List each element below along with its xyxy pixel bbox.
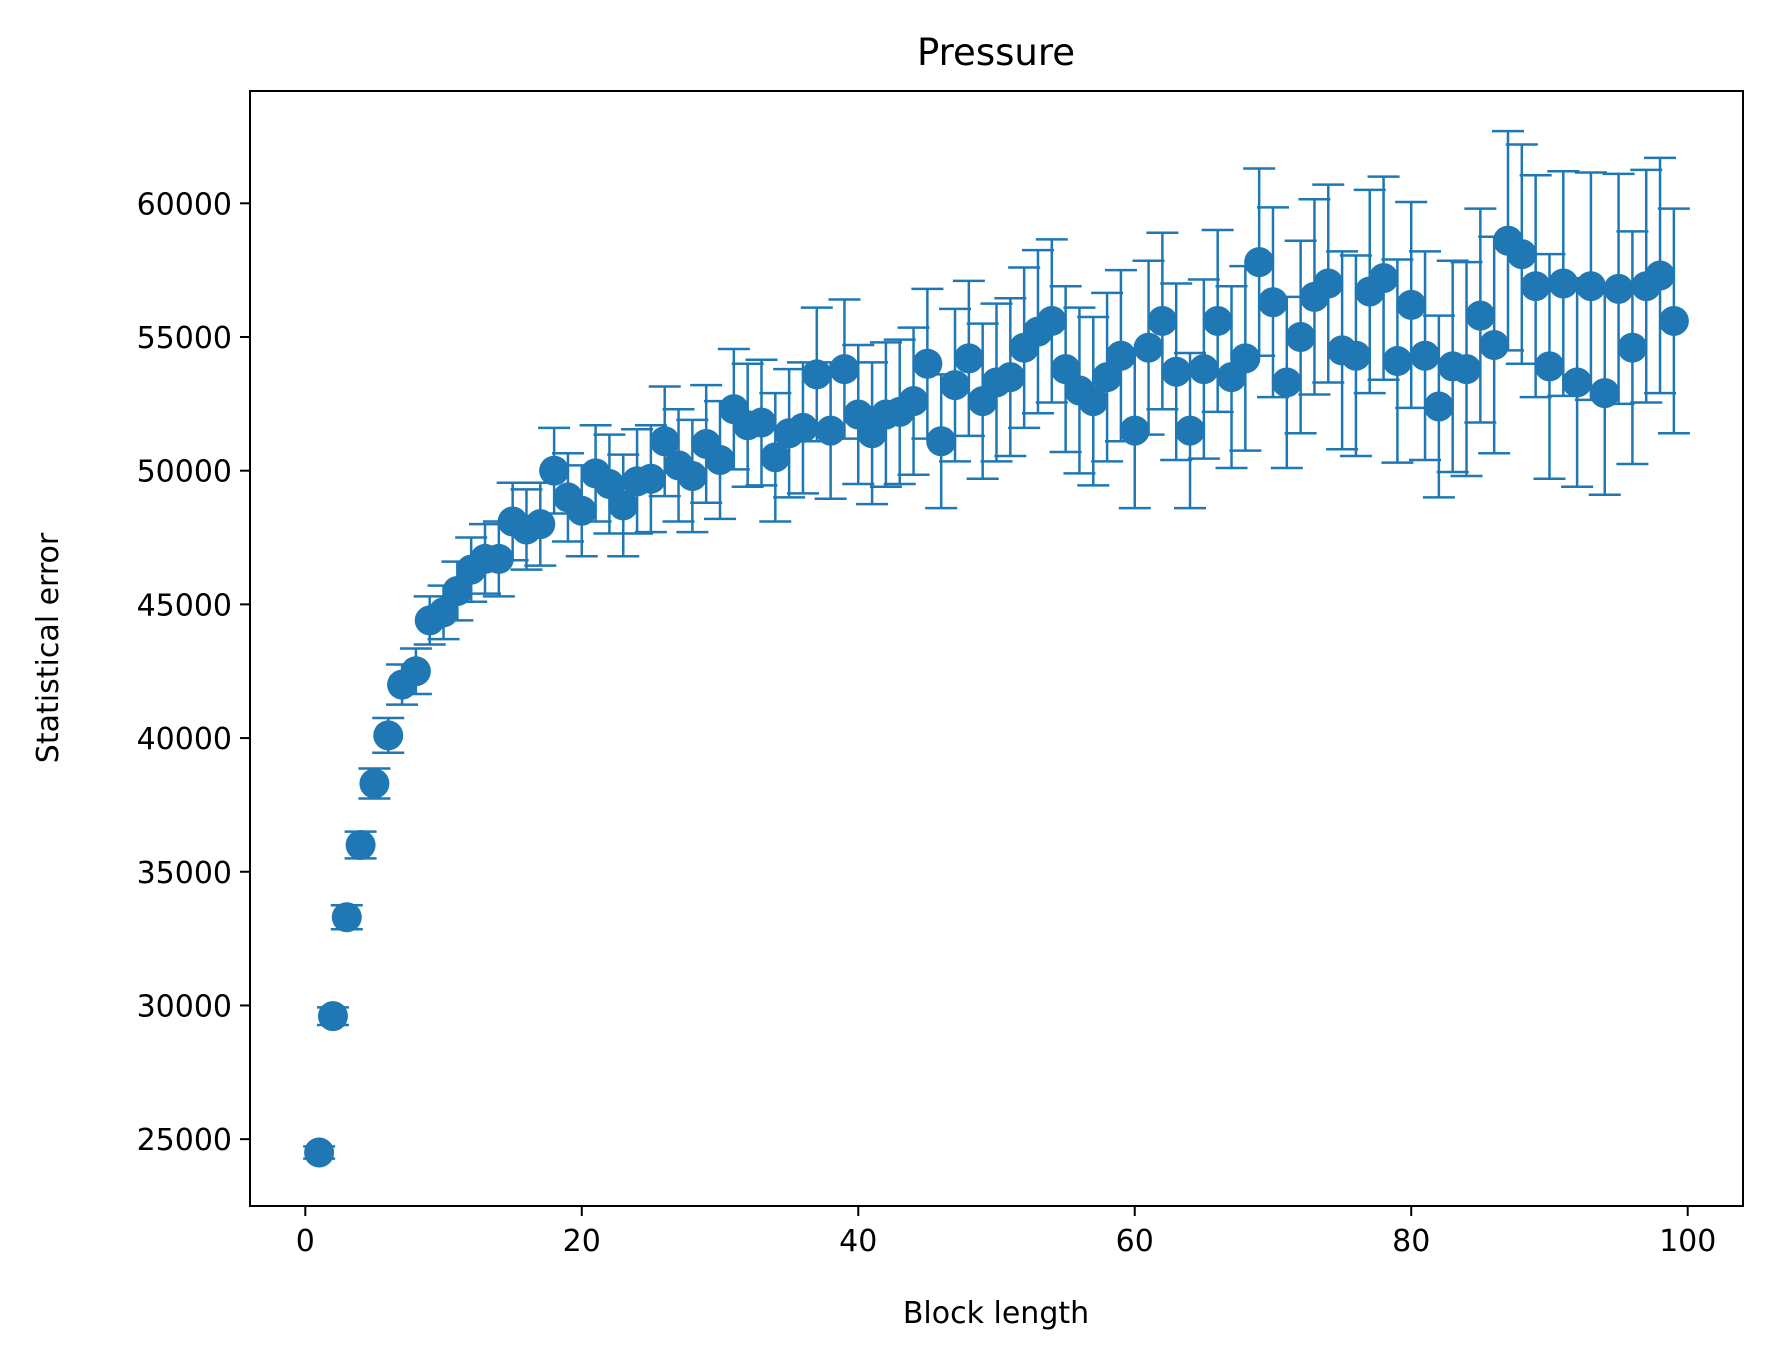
- y-axis-title: Statistical error: [31, 532, 66, 763]
- data-point: [677, 461, 708, 492]
- data-point: [1520, 271, 1551, 302]
- data-point: [1313, 268, 1344, 299]
- x-tick-label-80: 80: [1392, 1224, 1430, 1259]
- data-point: [1575, 271, 1606, 302]
- data-point: [1105, 340, 1136, 371]
- data-point: [1645, 260, 1676, 291]
- data-point: [1603, 273, 1634, 304]
- data-point: [1368, 263, 1399, 294]
- data-point: [995, 362, 1026, 393]
- y-tick-label-35000: 35000: [137, 856, 232, 891]
- y-tick-label-30000: 30000: [137, 989, 232, 1024]
- data-point: [400, 656, 431, 687]
- data-point: [1548, 268, 1579, 299]
- data-point: [1188, 354, 1219, 385]
- data-point: [898, 386, 929, 417]
- data-point: [1617, 332, 1648, 363]
- data-point: [304, 1137, 335, 1168]
- data-point: [359, 768, 390, 799]
- data-point: [608, 490, 639, 521]
- data-point: [1230, 343, 1261, 374]
- x-axis-title: Block length: [903, 1296, 1089, 1331]
- plot-frame: [249, 90, 1744, 1207]
- data-point: [483, 543, 514, 574]
- data-point: [525, 509, 556, 540]
- data-point: [1175, 415, 1206, 446]
- x-tick-label-100: 100: [1659, 1224, 1716, 1259]
- data-point: [940, 370, 971, 401]
- data-point: [1479, 330, 1510, 361]
- x-axis: 0 20 40 60 80 100: [296, 1206, 1716, 1259]
- data-point: [1658, 305, 1689, 336]
- data-point: [1271, 367, 1302, 398]
- chart-title: Pressure: [917, 31, 1075, 74]
- data-point: [1410, 340, 1441, 371]
- data-point: [428, 597, 459, 628]
- data-point: [373, 720, 404, 751]
- data-point: [746, 407, 777, 438]
- data-point: [1133, 332, 1164, 363]
- points-series-0: [304, 225, 1689, 1168]
- x-tick-label-40: 40: [839, 1224, 877, 1259]
- data-point: [1285, 321, 1316, 352]
- data-point: [912, 348, 943, 379]
- data-point: [953, 343, 984, 374]
- data-point: [801, 359, 832, 390]
- x-tick-label-60: 60: [1116, 1224, 1154, 1259]
- data-point: [1244, 247, 1275, 278]
- data-point: [1119, 415, 1150, 446]
- data-point: [1202, 305, 1233, 336]
- data-point: [1451, 354, 1482, 385]
- data-point: [635, 463, 666, 494]
- y-tick-label-25000: 25000: [137, 1123, 232, 1158]
- data-point: [1465, 300, 1496, 331]
- data-point: [1147, 305, 1178, 336]
- y-tick-label-40000: 40000: [137, 722, 232, 757]
- data-point: [649, 426, 680, 457]
- data-point: [566, 495, 597, 526]
- x-tick-label-20: 20: [563, 1224, 601, 1259]
- data-point: [760, 442, 791, 473]
- data-point: [331, 902, 362, 933]
- data-point: [1050, 354, 1081, 385]
- data-point: [594, 469, 625, 500]
- data-point: [317, 1001, 348, 1032]
- data-point: [1257, 287, 1288, 318]
- y-tick-label-55000: 55000: [137, 321, 232, 356]
- data-point: [1340, 340, 1371, 371]
- data-point: [1423, 391, 1454, 422]
- data-point: [1382, 346, 1413, 377]
- y-tick-label-60000: 60000: [137, 187, 232, 222]
- data-point: [442, 576, 473, 607]
- data-point: [1036, 305, 1067, 336]
- data-point: [1589, 378, 1620, 409]
- y-axis: 25000 30000 35000 40000 45000 50000 55000 60000: [137, 187, 250, 1158]
- data-point: [1161, 356, 1192, 387]
- data-point: [1396, 289, 1427, 320]
- data-point: [1562, 367, 1593, 398]
- data-point: [345, 830, 376, 861]
- data-point: [1078, 386, 1109, 417]
- data-point: [1534, 351, 1565, 382]
- y-tick-label-50000: 50000: [137, 455, 232, 490]
- data-point: [787, 412, 818, 443]
- data-marks: [303, 129, 1690, 1168]
- data-point: [829, 354, 860, 385]
- data-point: [1506, 239, 1537, 270]
- x-tick-label-0: 0: [296, 1224, 315, 1259]
- y-tick-label-45000: 45000: [137, 588, 232, 623]
- data-point: [539, 455, 570, 486]
- data-point: [1092, 362, 1123, 393]
- data-point: [705, 444, 736, 475]
- data-point: [815, 415, 846, 446]
- data-point: [926, 426, 957, 457]
